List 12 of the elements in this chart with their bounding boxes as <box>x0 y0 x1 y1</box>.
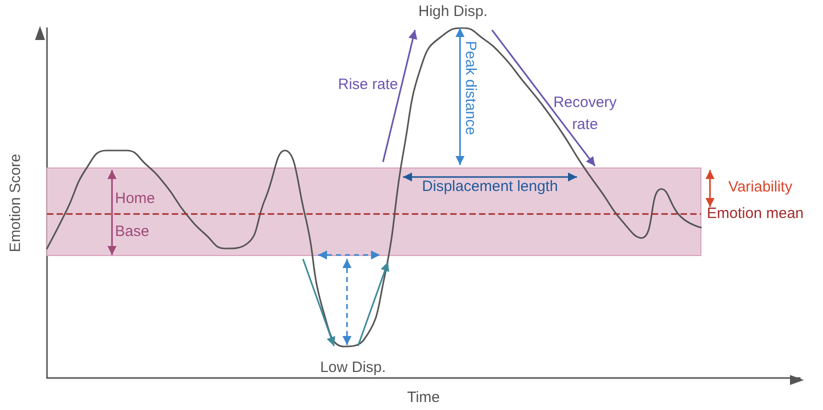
annotation: Peak distance <box>462 40 480 136</box>
annotation: Base <box>115 222 150 240</box>
annotation: Rise rate <box>338 76 398 93</box>
y-axis-title: Emotion Score <box>7 154 24 252</box>
annotation: Low Disp. <box>320 358 386 376</box>
ref-line-label: Emotion mean <box>706 205 804 222</box>
band-label: Variability <box>728 178 793 196</box>
annotation: Recovery rate <box>553 94 618 133</box>
text: High Disp. <box>418 2 488 20</box>
annotation: Home <box>115 190 156 207</box>
annotation: Displacement length <box>422 178 558 195</box>
x-axis-title: Time <box>407 389 440 406</box>
